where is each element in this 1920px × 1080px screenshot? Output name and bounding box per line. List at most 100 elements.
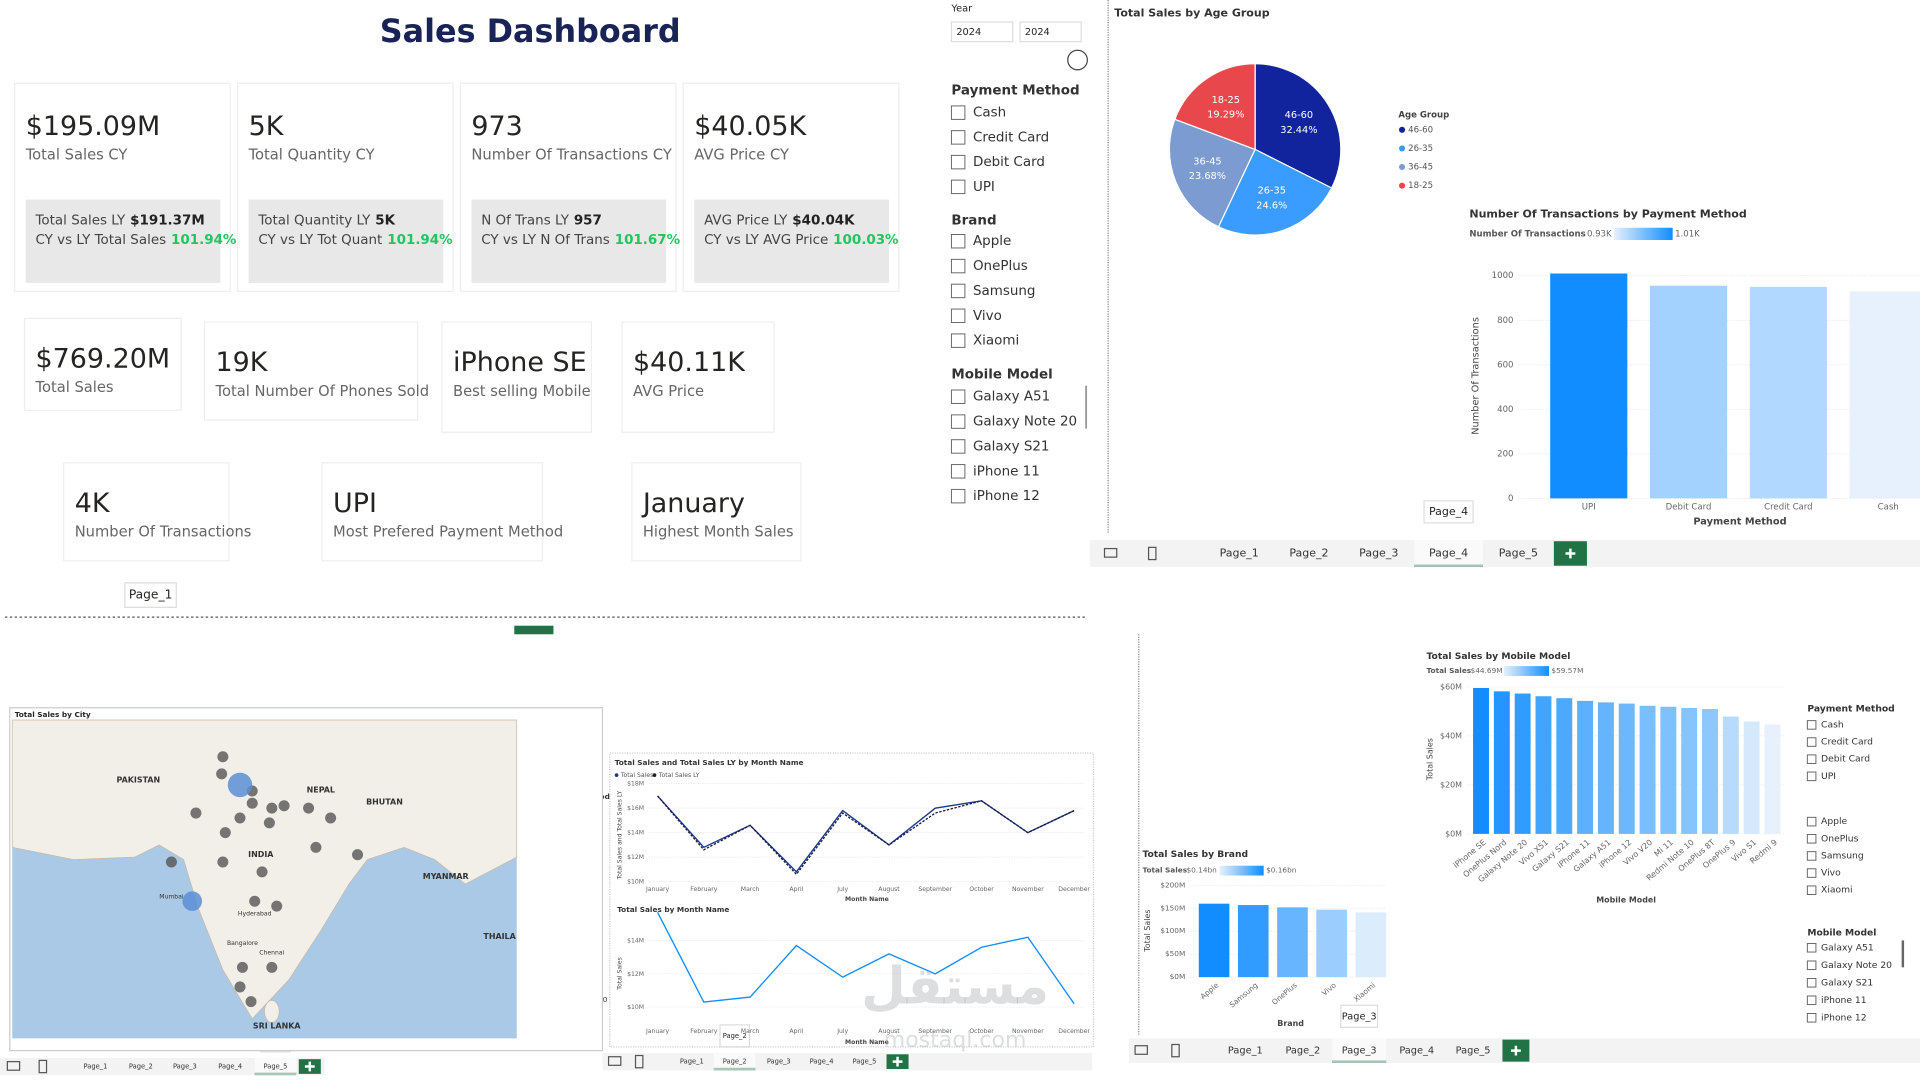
desktop-icon[interactable] — [607, 1056, 622, 1066]
slicer-checkbox[interactable] — [1806, 960, 1817, 971]
slicer-item: Galaxy Note 20 — [973, 415, 1077, 430]
y-tick-label: 200 — [1497, 449, 1513, 459]
kpi-ly: Total Quantity LY 5K — [257, 213, 395, 228]
slicer-checkbox[interactable] — [1806, 754, 1817, 764]
x-tick-label: April — [789, 1028, 803, 1035]
year-slicer: Year 2024 2024 — [950, 4, 1088, 71]
slicer-checkbox[interactable] — [1806, 885, 1817, 895]
map-label: PAKISTAN — [117, 776, 161, 785]
bar — [1198, 903, 1230, 978]
slicer-checkbox[interactable] — [950, 389, 966, 404]
phone-icon[interactable] — [1171, 1043, 1180, 1058]
y-tick-label: $10M — [627, 1004, 644, 1011]
phone-icon[interactable] — [634, 1054, 644, 1069]
bar — [1849, 291, 1920, 499]
slicer-checkbox[interactable] — [950, 154, 966, 170]
panel-border — [609, 752, 1095, 1048]
slicer-checkbox[interactable] — [950, 283, 966, 299]
city-bubble — [266, 961, 278, 973]
y-tick-label: $0M — [1170, 972, 1186, 981]
kpi-compare: CY vs LY Total Sales 101.94% — [36, 233, 237, 248]
active-tab — [254, 1057, 297, 1076]
year-to-box[interactable] — [1019, 21, 1082, 43]
slicer-checkbox[interactable] — [950, 333, 966, 348]
map-label: INDIA — [248, 850, 274, 859]
bar — [1702, 708, 1718, 834]
city-bubble — [266, 802, 278, 814]
slicer-item: iPhone 12 — [1821, 1012, 1867, 1023]
bar — [1493, 691, 1510, 834]
slicer-checkbox[interactable] — [1806, 995, 1817, 1006]
tab-strip — [602, 1053, 1093, 1071]
y-tick-label: $40M — [1440, 731, 1462, 740]
x-axis-title: Mobile Model — [1596, 896, 1656, 905]
desktop-icon[interactable] — [6, 1061, 21, 1071]
slice-category: 18-25 — [1212, 95, 1240, 106]
add-page-plus — [1511, 1045, 1521, 1056]
kpi-value: $40.05K — [694, 111, 807, 142]
city-bubble — [271, 900, 283, 912]
desktop-icon[interactable] — [1134, 1045, 1148, 1055]
slicer-checkbox[interactable] — [1806, 868, 1817, 878]
slicer-checkbox[interactable] — [950, 179, 966, 195]
desktop-icon[interactable] — [1103, 547, 1118, 558]
x-tick-label: January — [645, 1028, 670, 1035]
bar — [1577, 700, 1594, 834]
y-tick-label: $200M — [1160, 880, 1185, 889]
bar — [1514, 693, 1531, 834]
year-from-box[interactable] — [950, 21, 1014, 43]
city-bubble — [303, 802, 315, 814]
phone-icon[interactable] — [38, 1059, 48, 1074]
city-bubble — [325, 812, 337, 824]
x-tick-label: March — [741, 886, 760, 893]
slicer-checkbox[interactable] — [950, 234, 966, 249]
page-tab: Page_1 — [84, 1063, 108, 1071]
legend-min: 0.93K — [1587, 229, 1612, 239]
slicer-checkbox[interactable] — [1806, 720, 1817, 730]
slicer-checkbox[interactable] — [1806, 1013, 1817, 1023]
kpi-ly-value: 5K — [375, 213, 395, 228]
card-label: Total Sales — [35, 379, 114, 396]
kpi-compare: CY vs LY Tot Quant 101.94% — [258, 233, 453, 248]
x-tick-label: February — [690, 886, 717, 893]
phone-icon[interactable] — [1147, 546, 1157, 561]
slicer-checkbox[interactable] — [1806, 834, 1817, 844]
slicer-checkbox[interactable] — [950, 464, 966, 479]
slicer-checkbox[interactable] — [1806, 771, 1817, 782]
slicer-item: OnePlus — [973, 259, 1028, 274]
slicer-checkbox[interactable] — [950, 105, 966, 120]
city-bubble — [263, 817, 275, 829]
slicer-checkbox[interactable] — [1806, 942, 1817, 953]
line-chart: $10M $12M $14M Total Sales Month Name Total S… — [617, 905, 1091, 1046]
slicer-checkbox[interactable] — [1806, 737, 1817, 747]
slicer-checkbox[interactable] — [950, 414, 966, 429]
slicer-checkbox[interactable] — [950, 488, 966, 504]
city-bubble — [182, 891, 203, 912]
page-tab: Page_3 — [1359, 546, 1398, 559]
city-bubble — [352, 849, 364, 861]
slicer-checkbox[interactable] — [950, 439, 966, 454]
slicer-checkbox[interactable] — [950, 130, 966, 145]
city-bubble — [217, 751, 229, 763]
page-1-tooltip: Page_1 — [124, 582, 177, 608]
x-tick-label: August — [878, 886, 900, 893]
y-tick-label: $16M — [627, 805, 644, 812]
legend-swatch — [652, 773, 657, 777]
chart-title: Total Sales by Brand — [1142, 849, 1248, 860]
line-series — [657, 795, 1075, 873]
x-tick-label: Xiaomi — [1352, 981, 1377, 1004]
active-tab-marker — [514, 625, 554, 635]
slicer-item: Galaxy Note 20 — [1821, 960, 1892, 971]
slicer-checkbox[interactable] — [950, 308, 966, 324]
x-tick-label: Debit Card — [1666, 502, 1712, 512]
map-label: Chennai — [259, 950, 284, 957]
year-slider-handle[interactable] — [1067, 49, 1088, 71]
slicer-checkbox[interactable] — [1806, 816, 1817, 827]
page-tab: Page_4 — [810, 1058, 834, 1066]
x-tick-label: December — [1058, 886, 1090, 893]
kpi-ly: N Of Trans LY 957 — [481, 213, 602, 228]
x-tick-label: November — [1012, 886, 1044, 893]
slicer-checkbox[interactable] — [950, 258, 966, 274]
slicer-checkbox[interactable] — [1806, 977, 1817, 988]
slicer-checkbox[interactable] — [1806, 851, 1817, 861]
